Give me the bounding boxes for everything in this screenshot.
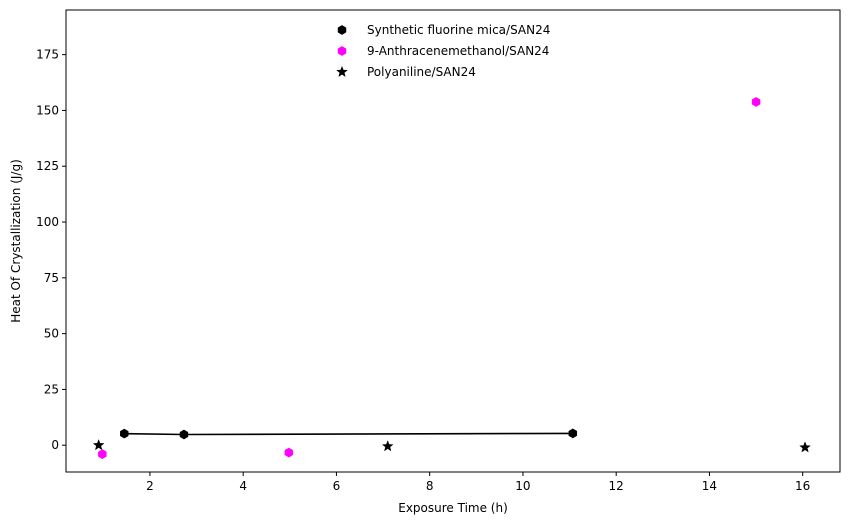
y-tick-label: 175 [36,48,59,62]
x-tick-label: 4 [239,479,247,493]
data-point [799,441,811,453]
y-tick-label: 125 [36,159,59,173]
x-axis-ticks: 2 4 6 8 10 12 14 16 [146,472,810,493]
series-3 [92,439,811,453]
data-point [284,447,294,458]
legend-marker [336,65,348,78]
x-axis-label: Exposure Time (h) [398,501,508,515]
data-point [98,449,107,460]
legend: Synthetic fluorine mica/SAN24 9-Anthracen… [336,23,550,79]
series-1 [120,428,578,440]
data-point [92,439,105,451]
y-tick-label: 150 [36,103,59,117]
x-tick-label: 14 [702,479,717,493]
legend-entry-label: Synthetic fluorine mica/SAN24 [367,23,550,37]
legend-marker [337,25,347,35]
x-tick-label: 6 [333,479,341,493]
x-tick-label: 8 [426,479,434,493]
data-point [179,429,189,440]
y-axis-label: Heat Of Crystallization (J/g) [9,159,23,323]
x-tick-label: 12 [609,479,624,493]
y-tick-label: 100 [36,215,59,229]
x-tick-label: 16 [795,479,810,493]
legend-entry-label: 9-Anthracenemethanol/SAN24 [367,44,549,58]
data-point [751,97,761,107]
plot-area [65,9,841,473]
legend-entry-label: Polyaniline/SAN24 [367,65,476,79]
data-point [120,428,129,439]
y-tick-label: 75 [44,271,59,285]
series-2 [98,97,761,460]
y-tick-label: 0 [51,438,59,452]
data-point [381,440,394,452]
legend-marker [337,46,347,56]
y-tick-label: 50 [44,327,59,341]
x-tick-label: 10 [515,479,530,493]
x-tick-label: 2 [146,479,154,493]
y-axis-ticks: 0 25 50 75 100 125 150 175 [36,48,66,452]
y-tick-label: 25 [44,382,59,396]
series-layer [92,97,811,460]
data-point [568,428,578,439]
